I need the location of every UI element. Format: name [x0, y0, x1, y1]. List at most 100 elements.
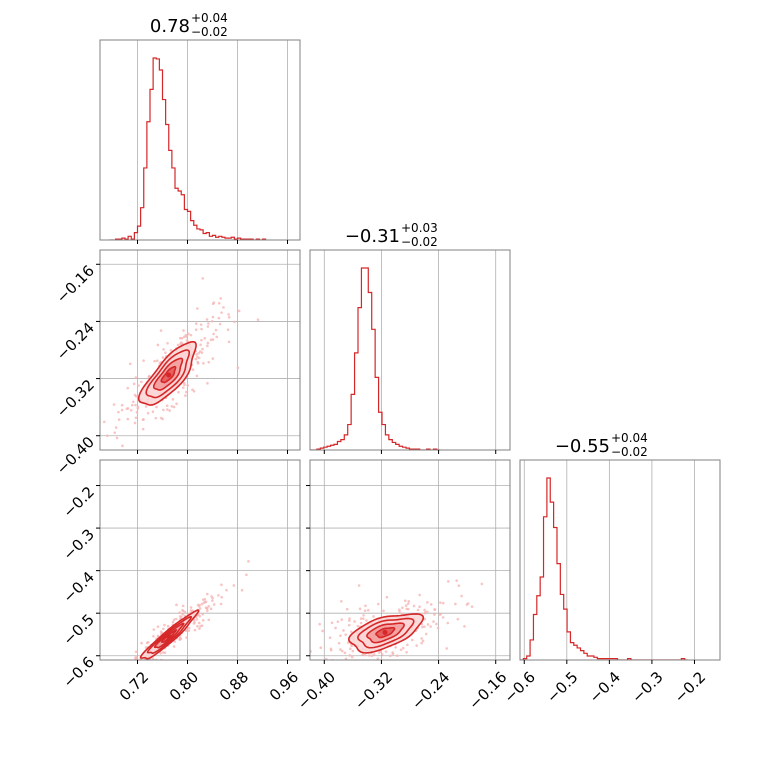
sample-point	[140, 641, 143, 645]
sample-point	[401, 646, 405, 650]
sample-point	[401, 606, 404, 610]
sample-point	[207, 322, 210, 325]
title-upper-error: +0.04	[191, 11, 228, 25]
sample-point	[227, 316, 231, 319]
sample-point	[200, 327, 203, 331]
sample-point	[123, 667, 126, 670]
sample-point	[426, 601, 429, 604]
sample-point	[348, 647, 352, 651]
sample-point	[227, 313, 230, 316]
sample-point	[410, 638, 414, 642]
sample-point	[117, 418, 121, 421]
y-tick-label: −0.32	[53, 376, 98, 421]
sample-point	[125, 407, 129, 410]
sample-point	[406, 602, 410, 605]
sample-point	[112, 403, 116, 406]
histogram-step-line	[109, 57, 267, 240]
sample-point	[132, 382, 136, 386]
sample-point	[425, 610, 429, 614]
sample-point	[156, 359, 159, 363]
sample-point	[159, 329, 163, 332]
x-tick-label: −0.3	[628, 668, 666, 706]
x-tick-label: −0.2	[671, 668, 709, 706]
sample-point	[143, 662, 146, 665]
title-value: −0.55	[555, 436, 610, 457]
sample-point	[344, 664, 347, 667]
sample-point	[42, 746, 45, 749]
sample-point	[159, 416, 163, 420]
sample-point	[146, 411, 150, 415]
panel-frame	[99, 459, 301, 661]
sample-point	[380, 664, 383, 667]
sample-point	[336, 660, 339, 663]
sample-point	[120, 403, 124, 407]
sample-point	[347, 623, 351, 627]
y-tick-label: −0.40	[53, 433, 98, 478]
sample-point	[201, 612, 204, 616]
sample-point	[379, 650, 382, 654]
sample-point	[202, 361, 205, 365]
sample-point	[319, 646, 323, 649]
sample-point	[420, 637, 423, 640]
sample-point	[197, 621, 201, 625]
sample-point	[415, 644, 418, 647]
sample-point	[245, 573, 248, 577]
sample-point	[209, 338, 213, 342]
sample-point	[183, 383, 186, 387]
sample-point	[197, 351, 200, 355]
sample-point	[180, 615, 183, 618]
sample-point	[376, 657, 380, 660]
sample-point	[439, 601, 442, 604]
sample-point	[155, 663, 158, 666]
sample-point	[385, 595, 389, 599]
histogram-step-line	[520, 477, 689, 660]
sample-point	[406, 643, 409, 647]
sample-point	[182, 329, 185, 332]
contour-line	[160, 629, 178, 643]
sample-point	[179, 342, 182, 346]
sample-point	[423, 611, 427, 614]
sample-point	[349, 674, 352, 677]
density-peak	[166, 372, 172, 378]
sample-point	[166, 341, 169, 345]
sample-point	[346, 641, 350, 644]
sample-point	[134, 403, 137, 407]
sample-point	[348, 617, 351, 620]
sample-point	[328, 636, 332, 639]
sample-point	[388, 654, 392, 658]
sample-point	[207, 605, 211, 608]
sample-point	[199, 323, 203, 326]
sample-point	[126, 386, 129, 390]
sample-point	[445, 647, 449, 650]
sample-point	[201, 277, 205, 280]
sample-point	[181, 612, 185, 616]
sample-point	[306, 635, 309, 638]
sample-point	[198, 627, 201, 630]
sample-point	[175, 402, 178, 406]
sample-point	[470, 605, 474, 608]
sample-point	[362, 614, 365, 617]
sample-point	[196, 624, 199, 628]
panel-frame	[519, 459, 721, 661]
sample-point	[429, 603, 433, 606]
sample-point	[344, 633, 348, 636]
sample-point	[171, 398, 175, 401]
x-tick-label: −0.5	[543, 668, 581, 706]
sample-point	[384, 650, 388, 653]
sample-point	[196, 360, 200, 364]
sample-point	[358, 607, 362, 611]
sample-point	[134, 650, 138, 654]
sample-point	[480, 582, 484, 586]
sample-point	[372, 653, 376, 656]
sample-point	[446, 580, 450, 583]
sample-point	[219, 297, 222, 300]
sample-point	[439, 612, 442, 616]
sample-point	[212, 603, 216, 606]
sample-point	[194, 322, 198, 325]
sample-point	[359, 617, 363, 620]
sample-point	[178, 611, 181, 614]
contour-line	[153, 622, 185, 649]
density-panel	[42, 560, 250, 749]
contour-line	[357, 617, 415, 649]
density-panel	[306, 579, 484, 677]
